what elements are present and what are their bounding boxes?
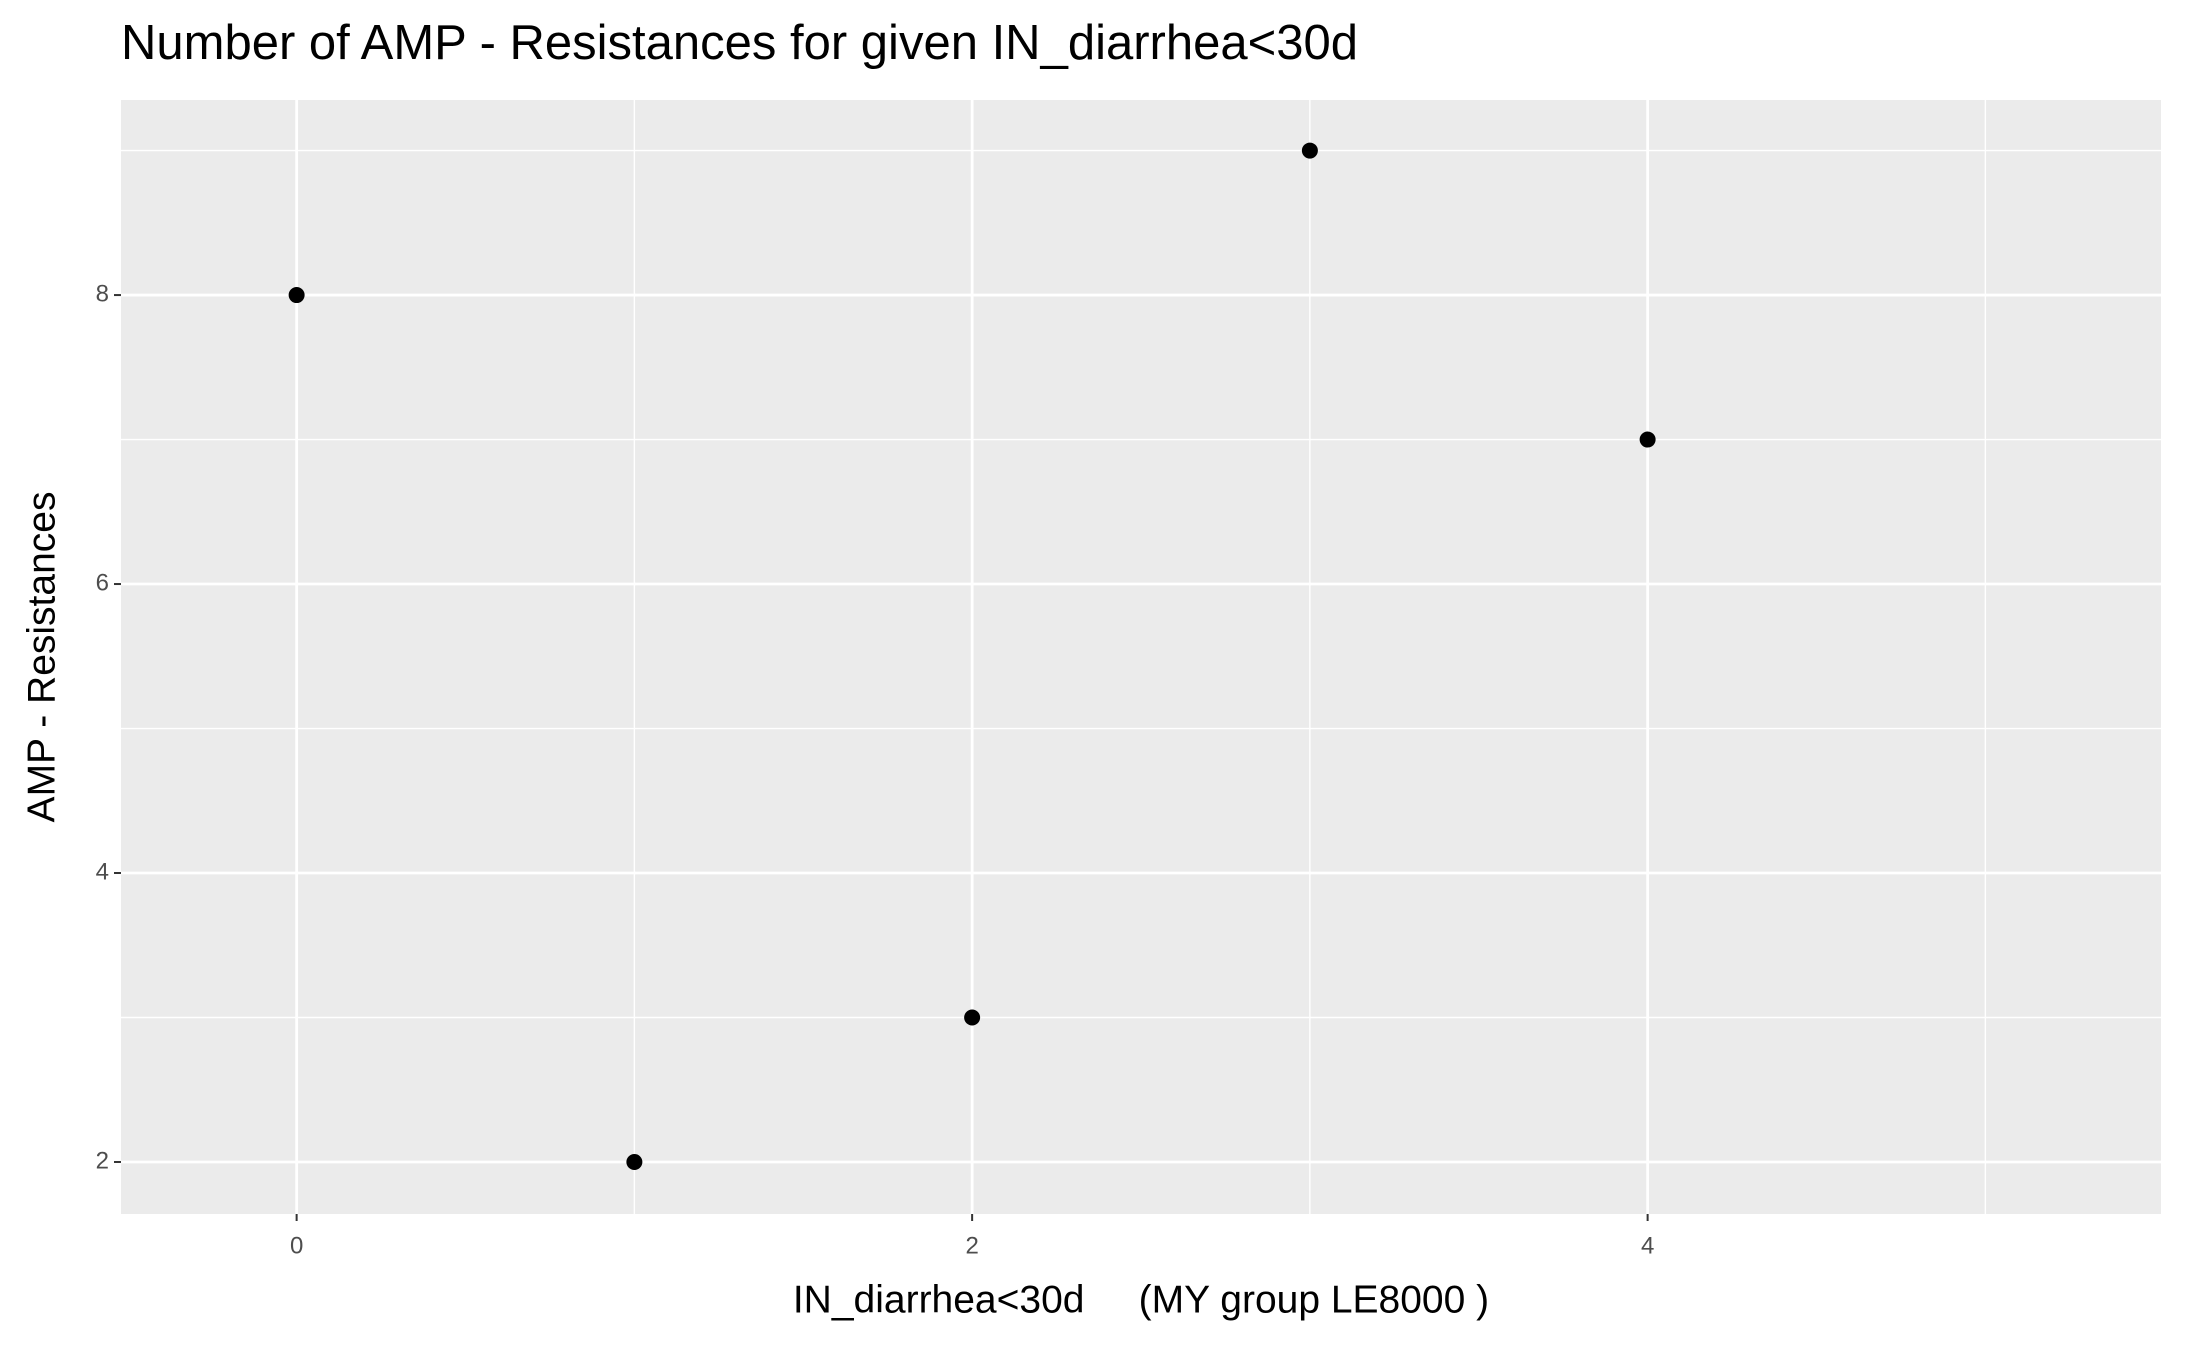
x-axis-title: IN_diarrhea<30d (MY group LE8000 ) bbox=[793, 1278, 1489, 1321]
point bbox=[964, 1009, 981, 1026]
panel bbox=[121, 100, 2161, 1214]
chart-title: Number of AMP - Resistances for given IN… bbox=[121, 16, 1358, 70]
y-tick-label: 6 bbox=[96, 569, 109, 596]
y-tick-label: 8 bbox=[96, 280, 109, 307]
point bbox=[1639, 431, 1656, 448]
y-tick-label: 4 bbox=[96, 858, 109, 885]
x-tick-label: 0 bbox=[290, 1232, 303, 1259]
x-tick-label: 2 bbox=[965, 1232, 978, 1259]
x-tick-label: 4 bbox=[1641, 1232, 1654, 1259]
y-axis-title: AMP - Resistances bbox=[20, 492, 63, 823]
point bbox=[626, 1153, 643, 1170]
y-tick-label: 2 bbox=[96, 1147, 109, 1174]
point bbox=[1301, 142, 1318, 159]
point bbox=[288, 287, 305, 304]
